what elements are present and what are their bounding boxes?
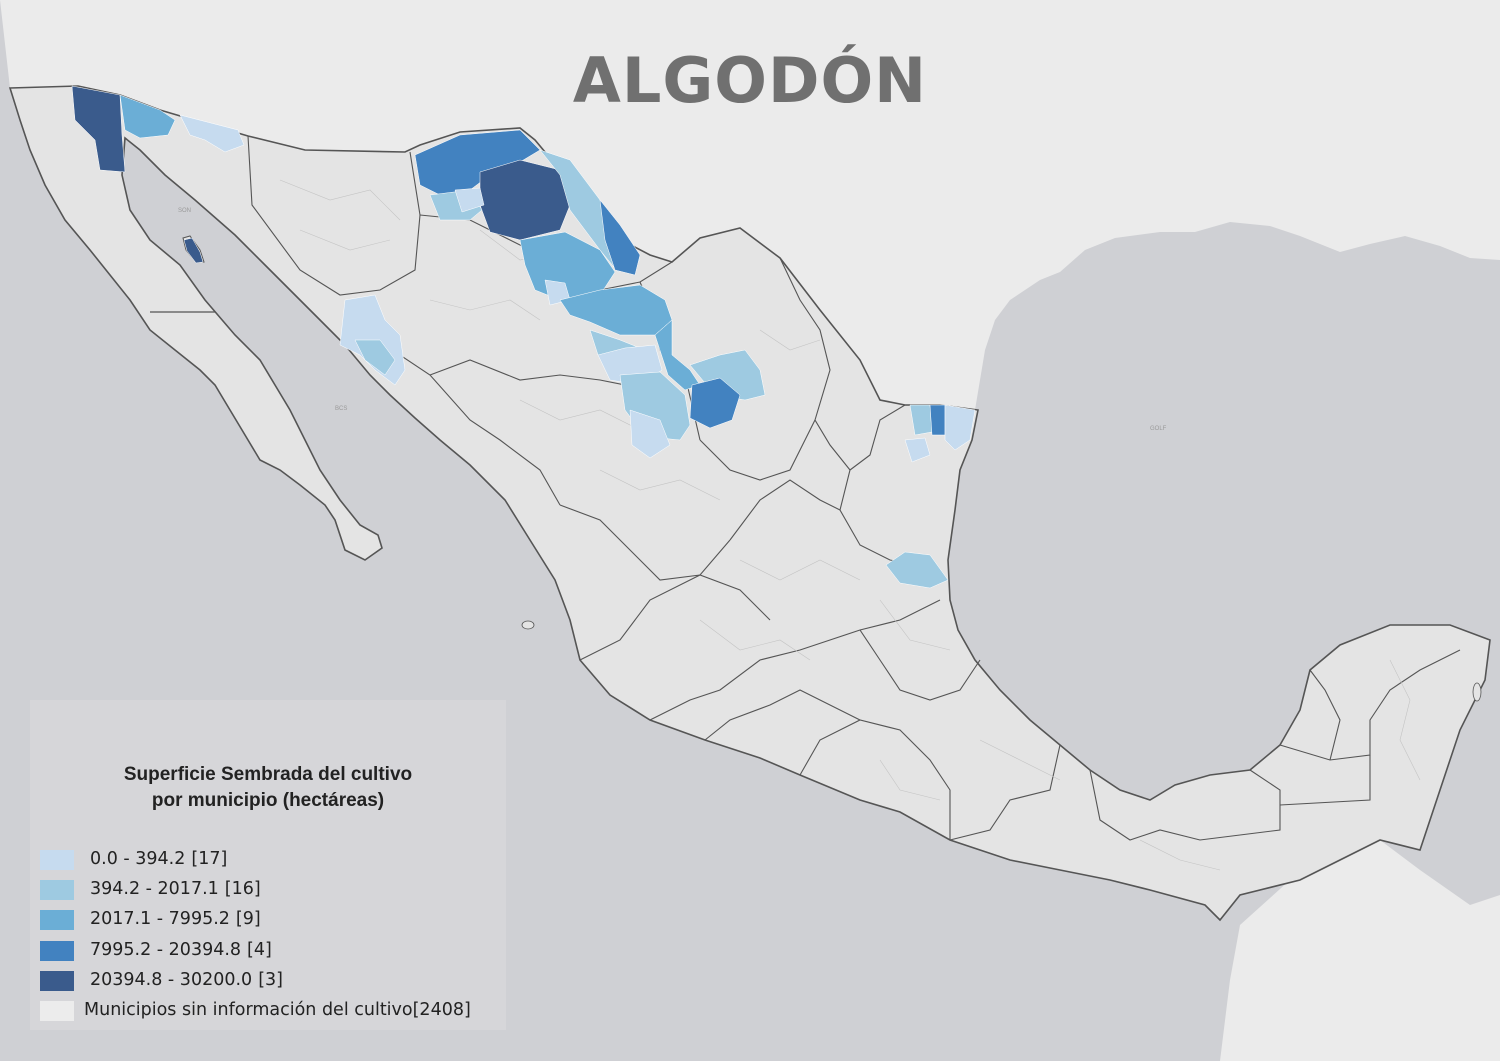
map-label: SON [178, 208, 191, 214]
municipality-chihuahua-ojinaga [479, 159, 573, 241]
page-title: ALGODÓN [572, 44, 928, 117]
municipality-tamaulipas-north-3 [944, 404, 976, 451]
legend-range: 20394.8 - 30200.0 [90, 970, 253, 990]
legend-range: 2017.1 - 7995.2 [90, 909, 230, 929]
municipality-tamaulipas-north-4 [904, 437, 931, 463]
cozumel-island [1472, 682, 1482, 702]
municipality-chihuahua-east-2 [599, 199, 641, 276]
islas-marias [521, 620, 535, 630]
map-label: BCS [335, 406, 347, 412]
municipality-tamaulipas-south [885, 551, 949, 589]
legend-title-line2: por municipio (hectáreas) [151, 790, 385, 811]
map-legend: Superficie Sembrada del cultivo por muni… [30, 700, 506, 1030]
map-label: GOLF [1150, 426, 1167, 432]
municipality-laguna-south-2 [629, 409, 671, 459]
mexico-mainland [8, 85, 1491, 922]
foreign-land-south [1220, 840, 1500, 1061]
legend-swatch [40, 941, 74, 961]
municipality-sonora-north [119, 94, 176, 139]
legend-range: 394.2 - 2017.1 [90, 879, 219, 899]
municipality-laguna-east [654, 319, 701, 391]
municipality-tamaulipas-north-2 [929, 404, 946, 436]
legend-count: [2408] [412, 1000, 471, 1020]
legend-count: [16] [224, 879, 261, 899]
legend-swatch [40, 971, 74, 991]
municipality-sonora-south-2 [354, 339, 396, 376]
municipal-boundaries [279, 179, 1421, 871]
legend-range: 0.0 - 394.2 [90, 849, 186, 869]
legend-swatch [40, 910, 74, 930]
legend-count: [17] [191, 849, 228, 869]
municipality-chihuahua-west-2 [454, 187, 485, 213]
legend-count: [3] [258, 970, 283, 990]
legend-title: Superficie Sembrada del cultivo por muni… [30, 762, 506, 814]
municipality-laguna-san-pedro [689, 377, 741, 429]
municipality-sonora-north-2 [179, 114, 245, 153]
legend-range: 7995.2 - 20394.8 [90, 940, 242, 960]
cotton-municipalities [71, 85, 976, 589]
foreign-land-north [0, 0, 1500, 410]
municipality-hermosillo-coast [183, 237, 204, 264]
legend-swatch [40, 880, 74, 900]
municipality-mexicali [71, 85, 126, 173]
legend-range: Municipios sin información del cultivo [84, 1000, 413, 1020]
legend-swatch [40, 1001, 74, 1021]
legend-count: [9] [235, 909, 261, 929]
legend-title-line1: Superficie Sembrada del cultivo [123, 764, 413, 785]
legend-swatch [40, 850, 74, 870]
legend-count: [4] [247, 940, 272, 960]
